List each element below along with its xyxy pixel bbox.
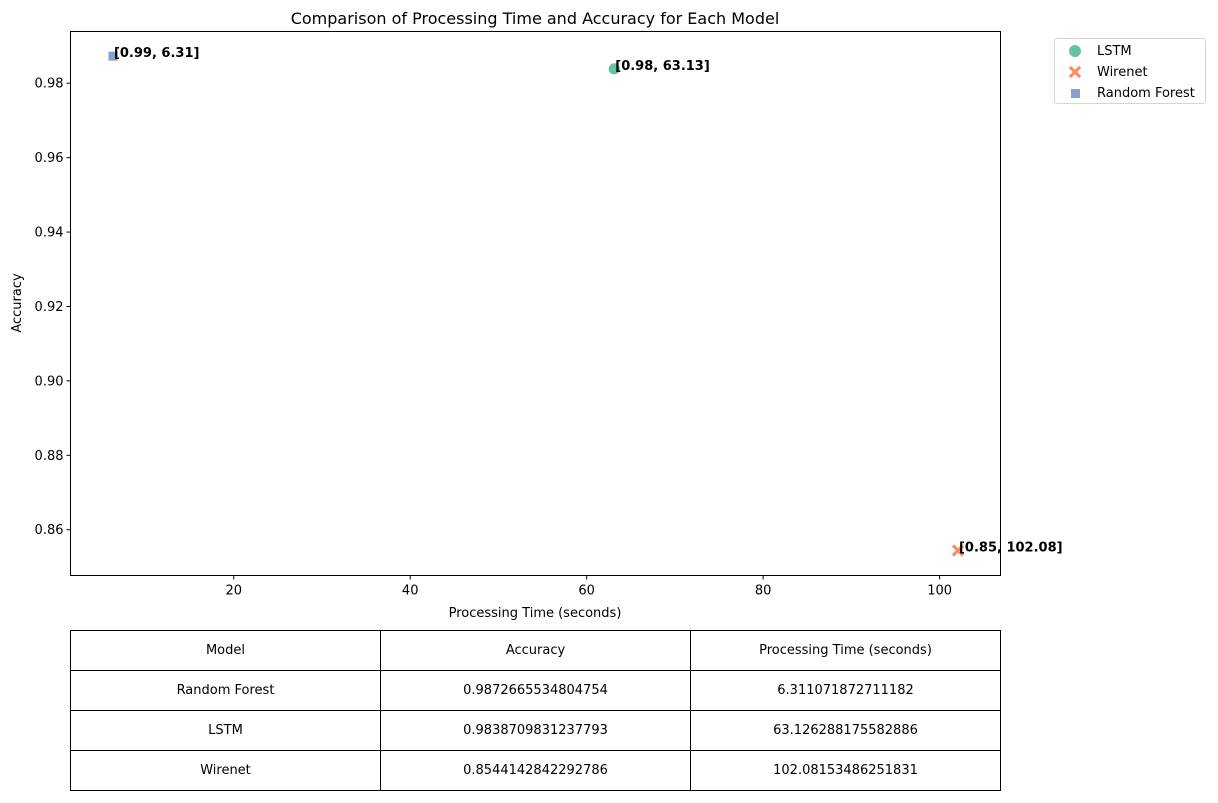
legend-label: LSTM <box>1097 43 1132 59</box>
point-label-wirenet: [0.85, 102.08] <box>959 541 1063 556</box>
table-cell: Random Forest <box>70 670 381 711</box>
table-cell: 0.8544142842292786 <box>380 750 691 791</box>
legend-item-lstm: LSTM <box>1067 41 1132 61</box>
scatter-chart: Comparison of Processing Time and Accura… <box>10 9 1063 621</box>
legend-item-wirenet: Wirenet <box>1067 62 1148 82</box>
y-axis-label: Accuracy <box>10 273 25 333</box>
table-header-row: Model Accuracy Processing Time (seconds) <box>70 630 1001 671</box>
x-marker-icon <box>1068 65 1082 79</box>
legend: LSTM Wirenet Random Forest <box>1054 38 1206 104</box>
y-axis: 0.86 0.88 0.90 0.92 0.94 0.96 0.98 <box>35 77 71 538</box>
square-marker-icon <box>1071 89 1080 98</box>
point-label-random-forest: [0.99, 6.31] <box>114 46 200 61</box>
table-row: LSTM 0.9838709831237793 63.1262881755828… <box>70 710 1001 751</box>
data-points: [0.98, 63.13] [0.85, 102.08] [0.99, 6.31] <box>108 46 1063 557</box>
y-tick-label: 0.98 <box>35 77 64 92</box>
chart-title: Comparison of Processing Time and Accura… <box>291 9 780 28</box>
table-cell: 6.311071872711182 <box>690 670 1001 711</box>
legend-label: Random Forest <box>1097 85 1195 101</box>
x-tick-label: 80 <box>755 584 772 599</box>
y-tick-label: 0.90 <box>35 374 64 389</box>
point-label-lstm: [0.98, 63.13] <box>615 59 710 74</box>
data-table: Model Accuracy Processing Time (seconds)… <box>70 630 1001 791</box>
point-random-forest <box>108 51 118 61</box>
x-axis: 20 40 60 80 100 <box>225 575 952 599</box>
table-header-cell: Model <box>70 630 381 671</box>
x-tick-label: 100 <box>927 584 952 599</box>
table-header-cell: Accuracy <box>380 630 691 671</box>
table-row: Wirenet 0.8544142842292786 102.081534862… <box>70 750 1001 791</box>
point-lstm <box>607 62 621 76</box>
table-cell: LSTM <box>70 710 381 751</box>
y-tick-label: 0.88 <box>35 449 64 464</box>
table-row: Random Forest 0.9872665534804754 6.31107… <box>70 670 1001 711</box>
point-wirenet <box>951 544 965 557</box>
legend-item-random-forest: Random Forest <box>1067 83 1195 103</box>
table-cell: 63.126288175582886 <box>690 710 1001 751</box>
table-cell: 0.9872665534804754 <box>380 670 691 711</box>
x-axis-label: Processing Time (seconds) <box>449 606 622 621</box>
plot-area <box>70 31 1001 576</box>
y-tick-label: 0.86 <box>35 523 64 538</box>
circle-marker-icon <box>1069 45 1081 57</box>
y-tick-label: 0.94 <box>35 226 64 241</box>
table-cell: 0.9838709831237793 <box>380 710 691 751</box>
table-cell: 102.08153486251831 <box>690 750 1001 791</box>
y-tick-label: 0.92 <box>35 300 64 315</box>
legend-label: Wirenet <box>1097 64 1148 80</box>
table-header-cell: Processing Time (seconds) <box>690 630 1001 671</box>
x-tick-label: 20 <box>225 584 242 599</box>
x-tick-label: 40 <box>402 584 419 599</box>
y-tick-label: 0.96 <box>35 151 64 166</box>
table-cell: Wirenet <box>70 750 381 791</box>
x-tick-label: 60 <box>578 584 595 599</box>
